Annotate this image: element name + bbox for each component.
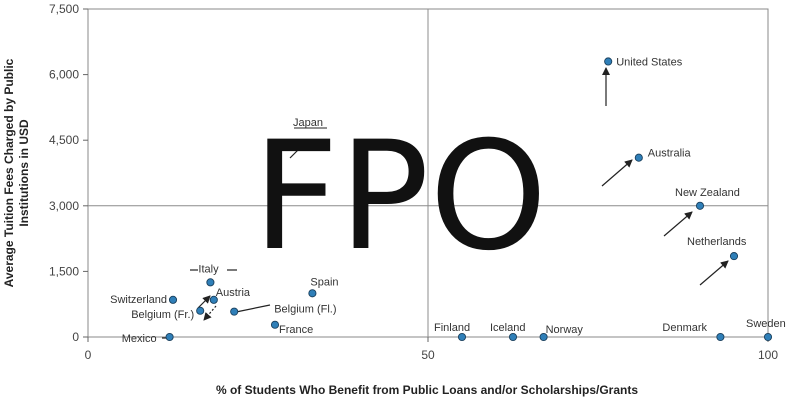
y-tick-label: 3,000 bbox=[49, 199, 79, 213]
point-spain bbox=[308, 289, 317, 298]
y-tick-label: 1,500 bbox=[49, 264, 79, 278]
point-belgium-fl bbox=[230, 307, 239, 316]
label-austria: Austria bbox=[216, 287, 251, 299]
leader-line bbox=[663, 211, 693, 237]
point-austria bbox=[209, 295, 218, 304]
label-france: France bbox=[279, 324, 313, 336]
y-tick-label: 0 bbox=[72, 330, 79, 344]
point-france bbox=[270, 320, 280, 329]
y-axis-title-line: Institutions in USD bbox=[17, 119, 31, 227]
label-belgium-fl: Belgium (Fl.) bbox=[274, 304, 336, 316]
point-netherlands bbox=[729, 252, 739, 261]
y-tick-label: 6,000 bbox=[49, 68, 79, 82]
label-sweden: Sweden bbox=[746, 318, 786, 330]
label-new-zealand: New Zealand bbox=[675, 187, 740, 199]
annotation-japan: Japan bbox=[293, 117, 323, 129]
point-iceland bbox=[508, 332, 518, 342]
label-spain: Spain bbox=[310, 276, 338, 288]
x-axis-title: % of Students Who Benefit from Public Lo… bbox=[216, 383, 638, 397]
point-new-zealand bbox=[695, 201, 705, 210]
y-tick-label: 4,500 bbox=[49, 133, 79, 147]
x-tick-label: 50 bbox=[421, 348, 435, 362]
leader-line bbox=[601, 159, 633, 187]
label-norway: Norway bbox=[546, 324, 584, 336]
y-axis-title: Average Tuition Fees Charged by PublicIn… bbox=[2, 58, 31, 287]
point-norway bbox=[539, 332, 548, 342]
label-united-states: United States bbox=[616, 56, 683, 68]
leader-line bbox=[699, 260, 729, 286]
label-denmark: Denmark bbox=[662, 322, 707, 334]
point-finland bbox=[457, 332, 467, 342]
y-axis-title-line: Average Tuition Fees Charged by Public bbox=[2, 58, 16, 287]
label-netherlands: Netherlands bbox=[687, 236, 747, 248]
x-tick-label: 0 bbox=[85, 348, 92, 362]
leader-line bbox=[289, 141, 307, 159]
point-united-states bbox=[604, 57, 613, 66]
leader-line bbox=[197, 295, 211, 309]
point-sweden bbox=[763, 332, 773, 342]
leader-line bbox=[203, 305, 217, 321]
label-italy: Italy bbox=[198, 263, 219, 275]
point-denmark bbox=[716, 332, 725, 342]
label-switzerland: Switzerland bbox=[110, 294, 167, 306]
y-tick-label: 7,500 bbox=[49, 2, 79, 16]
label-mexico: Mexico bbox=[122, 333, 157, 345]
label-finland: Finland bbox=[434, 322, 470, 334]
point-italy bbox=[206, 278, 215, 287]
label-australia: Australia bbox=[648, 148, 692, 160]
watermark-fpo: FPO bbox=[253, 110, 548, 284]
point-switzerland bbox=[168, 295, 178, 304]
leader-line bbox=[235, 304, 271, 313]
point-australia bbox=[634, 153, 643, 162]
point-belgium-fr bbox=[196, 306, 205, 315]
point-mexico bbox=[165, 332, 174, 342]
label-iceland: Iceland bbox=[490, 322, 525, 334]
x-tick-label: 100 bbox=[758, 348, 778, 362]
label-belgium-fr: Belgium (Fr.) bbox=[131, 309, 194, 321]
